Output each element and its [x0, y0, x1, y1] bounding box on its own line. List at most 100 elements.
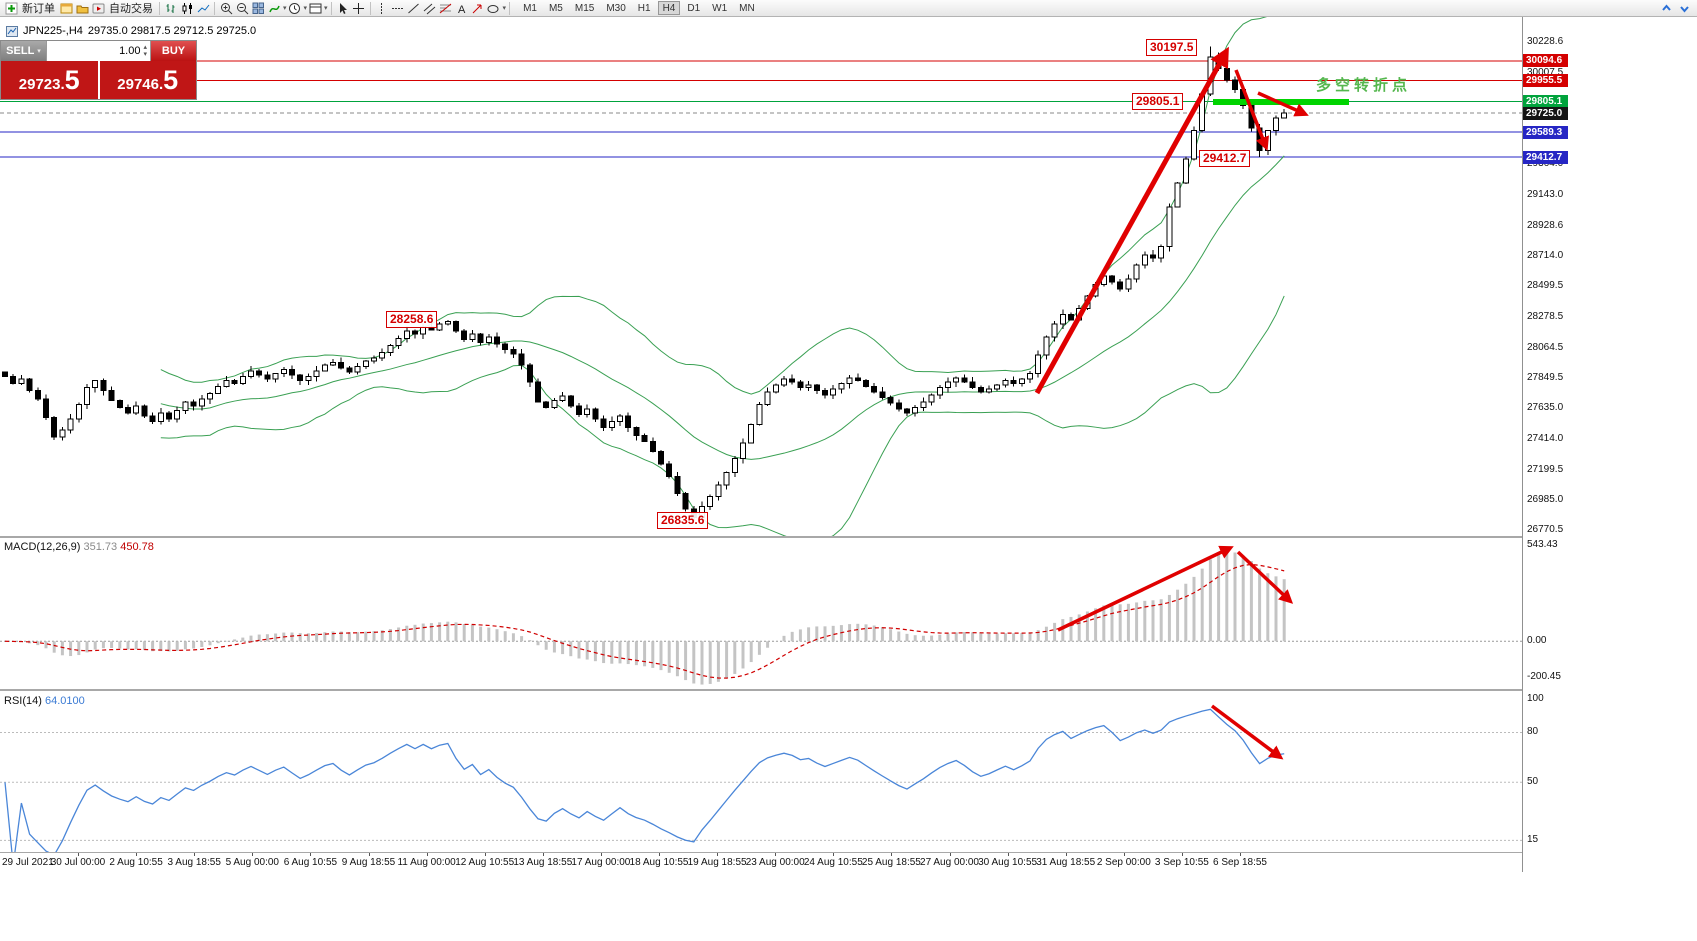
profiles-icon[interactable] [74, 1, 90, 16]
timeframe-button-h4[interactable]: H4 [657, 1, 681, 15]
crosshair-icon[interactable] [351, 1, 367, 16]
time-axis-tick [600, 853, 602, 856]
volume-stepper-icon[interactable]: ▴ ▾ [143, 44, 147, 58]
time-axis-tick [775, 853, 777, 856]
dock-down-icon[interactable] [1676, 1, 1692, 16]
annotation-price-label[interactable]: 30197.5 [1146, 39, 1198, 56]
timeframe-button-m30[interactable]: M30 [606, 3, 626, 14]
tile-windows-icon[interactable] [250, 1, 266, 16]
time-axis-tick [1007, 853, 1009, 856]
annotation-price-label[interactable]: 29805.1 [1132, 93, 1184, 110]
price-axis[interactable]: 30228.630007.529364.029143.028928.628714… [1523, 0, 1568, 872]
periods-icon[interactable] [287, 1, 303, 16]
sell-price-big-digit: 5 [64, 65, 80, 95]
panel-separator[interactable] [0, 536, 1568, 538]
buy-button[interactable]: BUY [151, 41, 196, 61]
time-axis-label: 24 Aug 10:55 [803, 857, 863, 868]
price-axis-tick: 28714.0 [1527, 249, 1564, 261]
trendline-icon[interactable] [406, 1, 422, 16]
macd-main-value: 351.73 [83, 541, 118, 553]
timeframe-toolbar: M1 M5 M15 M30 H1 H4 D1 W1 MN [517, 1, 761, 15]
macd-indicator-canvas[interactable] [0, 538, 1522, 689]
chart-window-icon[interactable] [58, 1, 74, 16]
price-axis-tick: 28278.5 [1527, 311, 1564, 323]
time-axis-label: 2 Aug 10:55 [109, 857, 163, 868]
timeframe-button-m15[interactable]: M15 [574, 3, 595, 14]
templates-icon[interactable] [307, 1, 323, 16]
rsi-name: RSI(14) [4, 695, 42, 707]
new-order-icon[interactable] [3, 1, 19, 16]
price-line-label: 29589.3 [1523, 125, 1568, 139]
shapes-caret-icon[interactable]: ▾ [502, 5, 507, 12]
svg-text:A: A [458, 4, 466, 15]
bar-chart-icon[interactable] [163, 1, 179, 16]
timeframe-button-w1[interactable]: W1 [712, 3, 728, 14]
indicators-icon[interactable] [266, 1, 282, 16]
time-axis-tick [136, 853, 138, 856]
autotrading-button[interactable]: 自动交易 [106, 1, 156, 16]
periods-caret-icon[interactable]: ▾ [303, 5, 308, 12]
toolbar-separator [214, 1, 215, 15]
shapes-icon[interactable] [486, 1, 502, 16]
zoom-in-icon[interactable] [218, 1, 234, 16]
rsi-indicator-canvas[interactable] [0, 691, 1522, 852]
time-axis-tick [659, 853, 660, 856]
indicators-caret-icon[interactable]: ▾ [283, 5, 287, 12]
timeframe-button-mn[interactable]: MN [739, 3, 755, 14]
time-axis-label: 17 Aug 00:00 [571, 857, 631, 868]
rsi-axis-label: 100 [1527, 693, 1544, 705]
autotrading-icon[interactable] [90, 1, 106, 16]
fibonacci-icon[interactable] [438, 1, 454, 16]
price-chart-canvas[interactable] [0, 17, 1522, 536]
trade-panel-controls: SELL ▾ 1.00 ▴ ▾ BUY [1, 41, 196, 61]
line-chart-icon[interactable] [195, 1, 211, 16]
buy-button-label: BUY [161, 45, 186, 57]
timeframe-button-h1[interactable]: H1 [637, 3, 651, 14]
horizontal-line-icon[interactable] [390, 1, 406, 16]
time-axis-tick [484, 853, 486, 856]
channel-icon[interactable] [422, 1, 438, 16]
cursor-icon[interactable] [335, 1, 351, 16]
turning-point-note[interactable]: 多空转折点 [1316, 77, 1412, 94]
time-axis-label: 6 Sep 18:55 [1213, 857, 1267, 868]
macd-label: MACD(12,26,9) 351.73 450.78 [4, 541, 154, 553]
zoom-out-icon[interactable] [234, 1, 250, 16]
arrow-tool-icon[interactable] [470, 1, 486, 16]
toolbar-right-group [1658, 1, 1694, 16]
time-axis-tick [368, 853, 370, 856]
price-axis-tick: 26985.0 [1527, 493, 1564, 505]
sell-price-main: 29723. [18, 76, 65, 93]
time-axis-label: 18 Aug 10:55 [629, 857, 689, 868]
vertical-line-icon[interactable] [374, 1, 390, 16]
volume-input[interactable]: 1.00 ▴ ▾ [46, 41, 151, 61]
toolbar-separator [369, 1, 371, 15]
timeframe-button-m5[interactable]: M5 [548, 3, 563, 14]
time-axis-label: 30 Aug 10:55 [978, 857, 1038, 868]
new-order-button[interactable]: 新订单 [19, 1, 58, 16]
templates-caret-icon[interactable]: ▾ [324, 5, 328, 12]
timeframe-button-d1[interactable]: D1 [687, 3, 701, 14]
buy-price-button[interactable]: 29746. 5 [99, 61, 196, 99]
sell-button[interactable]: SELL ▾ [1, 41, 46, 61]
dock-up-icon[interactable] [1658, 1, 1674, 16]
sell-price-button[interactable]: 29723. 5 [1, 61, 98, 99]
symbol-name: JPN225-,H4 [23, 25, 83, 37]
price-axis-tick: 28064.5 [1527, 341, 1564, 353]
time-axis-tick [194, 853, 196, 856]
price-axis-tick: 28499.5 [1527, 280, 1564, 292]
time-axis[interactable]: 29 Jul 2021 30 Jul 00:00 2 Aug 10:55 3 Aug … [0, 853, 1568, 871]
sell-button-label: SELL [6, 45, 35, 57]
price-axis-tick: 27635.0 [1527, 402, 1564, 414]
annotation-price-label[interactable]: 28258.6 [386, 311, 438, 328]
one-click-trading-panel: SELL ▾ 1.00 ▴ ▾ BUY 29723. 5 29746. 5 [0, 40, 197, 100]
annotation-price-label[interactable]: 29412.7 [1199, 150, 1251, 167]
timeframe-button-m1[interactable]: M1 [523, 3, 537, 14]
time-axis-label: 31 Aug 18:55 [1036, 857, 1096, 868]
time-axis-label: 11 Aug 00:00 [397, 857, 456, 868]
candlestick-icon[interactable] [179, 1, 195, 16]
text-label-icon[interactable]: A [454, 1, 470, 16]
buy-price-big-digit: 5 [163, 65, 179, 95]
rsi-axis-label: 15 [1527, 834, 1539, 846]
panel-separator[interactable] [0, 689, 1568, 691]
annotation-price-label[interactable]: 26835.6 [657, 512, 709, 529]
